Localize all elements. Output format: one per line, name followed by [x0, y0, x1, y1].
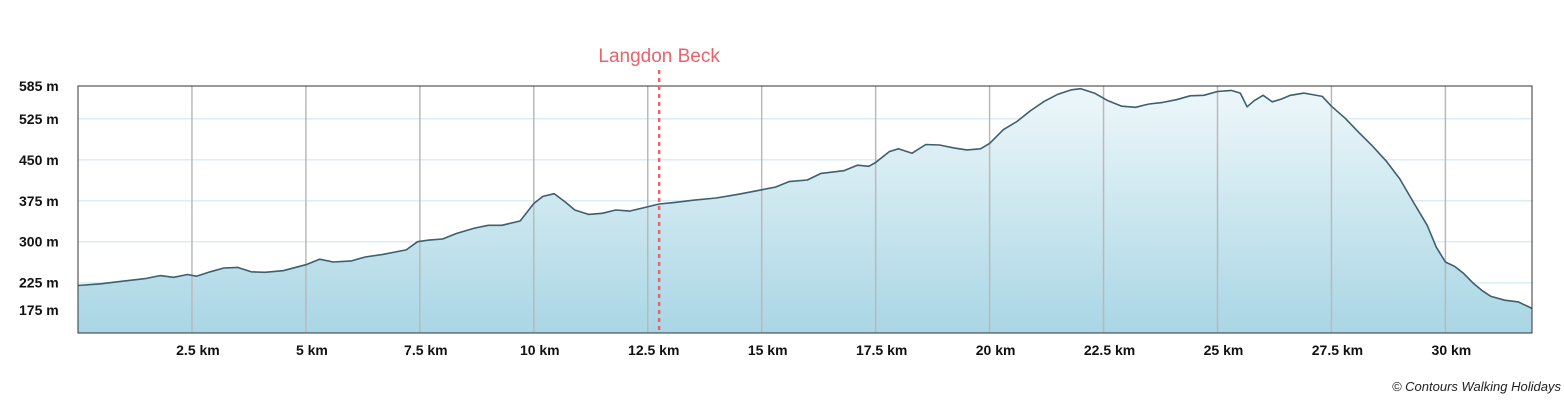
- y-tick-label: 450 m: [19, 152, 59, 168]
- x-tick-label: 5 km: [296, 342, 328, 358]
- x-tick-label: 22.5 km: [1084, 342, 1135, 358]
- marker-label: Langdon Beck: [598, 46, 720, 67]
- y-tick-label: 585 m: [19, 78, 59, 94]
- x-tick-label: 30 km: [1432, 342, 1472, 358]
- elevation-line: [77, 87, 1533, 310]
- x-tick-label: 12.5 km: [628, 342, 679, 358]
- elevation-area: [78, 88, 1532, 333]
- y-tick-label: 300 m: [19, 234, 59, 250]
- plot-frame: [77, 85, 1533, 334]
- elevation-area-layer: [78, 88, 1532, 333]
- y-tick-label: 175 m: [19, 302, 59, 318]
- elevation-line-layer: [77, 87, 1533, 310]
- y-tick-label: 375 m: [19, 193, 59, 209]
- x-tick-label: 10 km: [520, 342, 560, 358]
- y-axis-tick-labels: 175 m 225 m 300 m 375 m 450 m 525 m 585 m: [19, 78, 59, 318]
- x-tick-label: 7.5 km: [404, 342, 448, 358]
- x-tick-label: 20 km: [976, 342, 1016, 358]
- copyright-credit: © Contours Walking Holidays: [1391, 379, 1561, 394]
- y-tick-label: 525 m: [19, 111, 59, 127]
- marker-layer: Langdon Beck: [598, 46, 720, 333]
- x-axis-tick-labels: 2.5 km 5 km 7.5 km 10 km 12.5 km 15 km 17.5 km…: [176, 342, 1471, 358]
- y-tick-label: 225 m: [19, 275, 59, 291]
- x-tick-label: 17.5 km: [856, 342, 907, 358]
- x-tick-label: 25 km: [1204, 342, 1244, 358]
- x-tick-label: 27.5 km: [1312, 342, 1363, 358]
- x-tick-label: 15 km: [748, 342, 788, 358]
- x-tick-label: 2.5 km: [176, 342, 220, 358]
- vertical-gridlines: [191, 86, 1447, 333]
